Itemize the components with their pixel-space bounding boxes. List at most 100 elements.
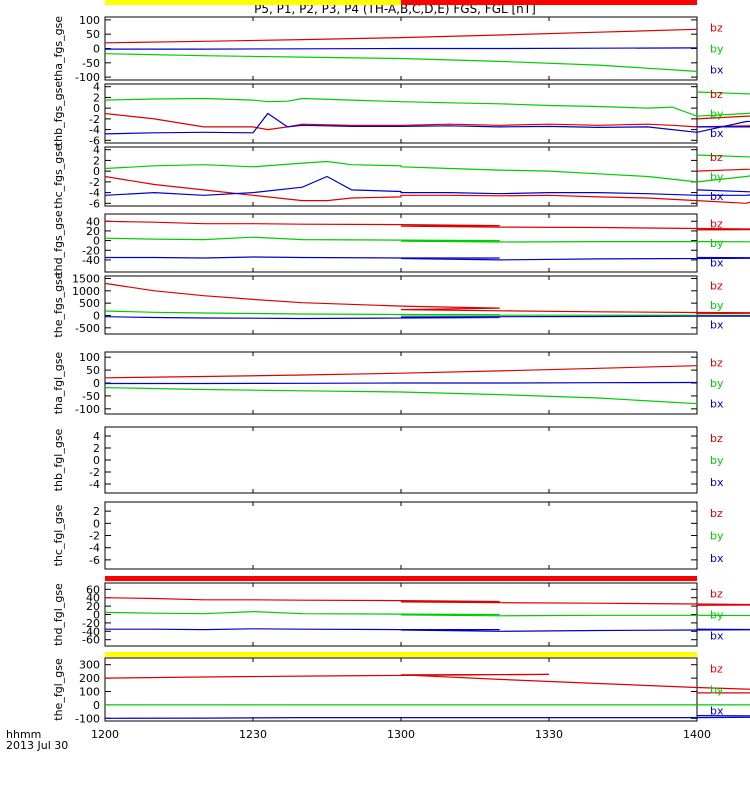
legend-label-bx: bx: [710, 190, 724, 203]
legend-label-bz: bz: [710, 432, 723, 445]
legend-label-bx: bx: [710, 127, 724, 140]
panel-thc_fgl_gse: 20-2-4-6 thc_fgl_gse bz by bx: [52, 501, 724, 570]
y-tick-label: 20: [86, 600, 100, 613]
y-tick-label: 0: [93, 235, 100, 248]
y-tick-label: -4: [89, 187, 100, 200]
y-tick-label: -4: [89, 124, 100, 137]
y-tick-label: 0: [93, 309, 100, 322]
legend-label-by: by: [710, 609, 724, 622]
y-tick-label: 0: [93, 454, 100, 467]
panel-thb_fgs_gse: 420-2-4-6 thb_fgs_gse bz by bx: [52, 81, 750, 147]
y-tick-label: -2: [89, 530, 100, 543]
legend-label-by: by: [710, 237, 724, 250]
panel-frame: [104, 275, 698, 335]
series-line-bz: [104, 28, 698, 44]
status-bar-segment: [105, 576, 697, 581]
series-line-bz: [104, 597, 750, 606]
legend-label-bz: bz: [710, 151, 723, 164]
series-line-bx: [104, 175, 750, 196]
status-bar-segment: [401, 0, 697, 5]
y-tick-label: 50: [86, 28, 100, 41]
y-tick-label: 500: [79, 297, 100, 310]
legend-label-bx: bx: [710, 552, 724, 565]
series-line-by: [104, 610, 750, 617]
series-line-bz: [104, 282, 750, 315]
series-line-bz: [104, 365, 698, 379]
x-tick-label: 1230: [239, 728, 267, 741]
series-line-bx: [104, 112, 750, 135]
legend-label-bz: bz: [710, 22, 723, 35]
time-axis: 1200 1230 1300 1330 1400: [91, 728, 711, 741]
legend-label-by: by: [710, 108, 724, 121]
y-tick-label: 2: [93, 91, 100, 104]
y-tick-label: -20: [82, 244, 100, 257]
y-tick-label: 100: [79, 14, 100, 27]
y-tick-label: -100: [75, 71, 100, 84]
legend-label-bz: bz: [710, 218, 723, 231]
y-tick-label: 0: [93, 165, 100, 178]
y-axis-label: thb_fgs_gse: [52, 81, 65, 147]
status-bars-group: [105, 0, 697, 657]
y-tick-label: -40: [82, 254, 100, 267]
y-tick-label: -2: [89, 113, 100, 126]
y-tick-label: 4: [93, 430, 100, 443]
legend-label-by: by: [710, 377, 724, 390]
x-tick-label: 1400: [683, 728, 711, 741]
time-axis-label-date: 2013 Jul 30: [6, 739, 68, 752]
y-axis-label: tha_fgs_gse: [52, 16, 65, 81]
y-tick-label: 0: [93, 102, 100, 115]
y-tick-label: 0: [93, 699, 100, 712]
legend-label-by: by: [710, 43, 724, 56]
y-axis-label: thc_fgs_gse: [52, 144, 65, 209]
y-tick-label: 0: [93, 377, 100, 390]
series-line-bx: [104, 315, 750, 320]
panel-thc_fgs_gse: 420-2-4-6 thc_fgs_gse bz by bx: [52, 144, 750, 210]
panel-frame: [104, 213, 698, 273]
y-tick-label: -50: [82, 57, 100, 70]
series-line-by: [104, 53, 698, 72]
legend-label-by: by: [710, 684, 724, 697]
y-tick-label: 1000: [72, 285, 100, 298]
y-tick-label: 0: [93, 517, 100, 530]
legend-label-bx: bx: [710, 398, 724, 411]
legend-label-bx: bx: [710, 64, 724, 77]
y-tick-label: 300: [79, 659, 100, 672]
series-line-by: [104, 154, 750, 183]
y-tick-label: 200: [79, 672, 100, 685]
y-tick-label: 40: [86, 215, 100, 228]
legend-label-bz: bz: [710, 507, 723, 520]
y-tick-label: -6: [89, 197, 100, 210]
series-line-bx: [105, 381, 698, 385]
y-tick-label: -20: [82, 617, 100, 630]
panel-frame: [104, 657, 698, 722]
y-tick-label: -6: [89, 554, 100, 567]
y-axis-label: the_fgs_gse: [52, 272, 65, 337]
legend-label-bz: bz: [710, 588, 723, 601]
legend-label-by: by: [710, 530, 724, 543]
y-tick-label: -50: [82, 390, 100, 403]
series-line-bz: [104, 112, 750, 131]
legend-label-bz: bz: [710, 663, 723, 676]
y-tick-label: 2: [93, 505, 100, 518]
legend-label-bz: bz: [710, 356, 723, 369]
panel-thb_fgl_gse: 420-2-4 thb_fgl_gse bz by bx: [52, 426, 724, 494]
y-tick-label: 0: [93, 43, 100, 56]
status-bar-segment: [105, 652, 697, 657]
y-tick-label: -6: [89, 134, 100, 147]
x-tick-label: 1300: [387, 728, 415, 741]
series-line-bx: [105, 628, 750, 632]
y-axis-label: thb_fgl_gse: [52, 428, 65, 491]
y-tick-label: -4: [89, 478, 100, 491]
x-tick-label: 1330: [535, 728, 563, 741]
panel-frame: [104, 501, 698, 570]
y-tick-label: 0: [93, 609, 100, 622]
y-tick-label: 60: [86, 583, 100, 596]
legend-label-bx: bx: [710, 256, 724, 269]
